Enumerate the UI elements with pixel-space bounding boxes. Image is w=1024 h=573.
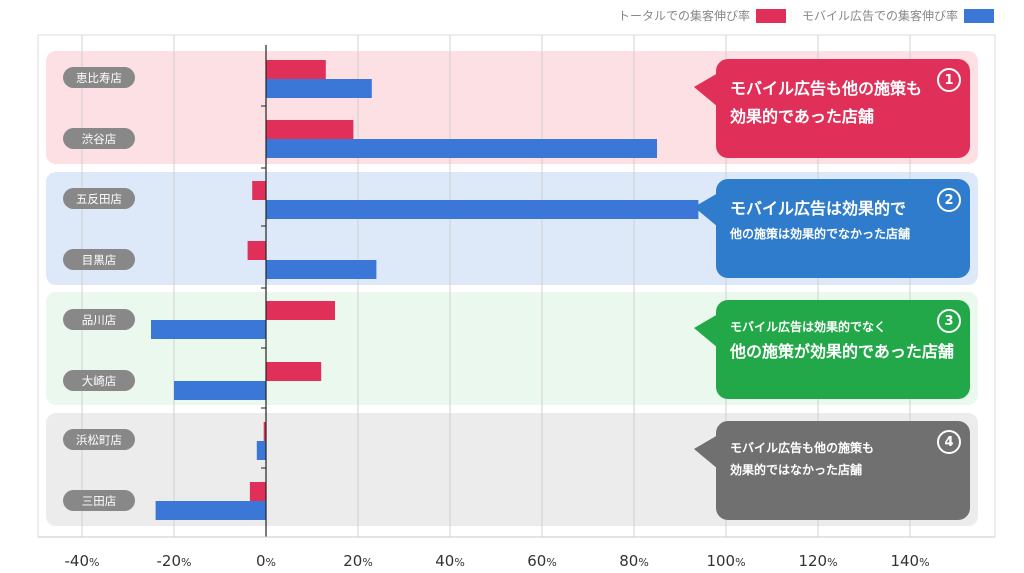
legend-total-label: トータルでの集客伸び率 bbox=[617, 9, 750, 23]
callout-4: 4 モバイル広告も他の施策も 効果的ではなかった店舗 bbox=[694, 421, 970, 520]
x-tick-label--40: -40% bbox=[65, 552, 100, 570]
store-label-ebisu: 恵比寿店 bbox=[63, 67, 135, 88]
x-tick-label-60: 60% bbox=[527, 552, 557, 570]
store-label-shibuya: 渋谷店 bbox=[63, 128, 135, 149]
x-tick-label--20: -20% bbox=[157, 552, 192, 570]
bar-mobile-8 bbox=[155, 501, 266, 520]
bar-total-2 bbox=[266, 120, 354, 139]
callout-2-number: 2 bbox=[937, 188, 961, 212]
bar-total-8 bbox=[249, 482, 266, 501]
callout-1-line1: モバイル広告も他の施策も bbox=[730, 79, 923, 98]
x-tick-label-80: 80% bbox=[619, 552, 649, 570]
store-label-mita: 三田店 bbox=[63, 490, 135, 511]
legend-mobile-label: モバイル広告での集客伸び率 bbox=[801, 9, 958, 23]
legend-total-swatch bbox=[755, 8, 786, 23]
bar-mobile-3 bbox=[266, 200, 699, 219]
callout-4-tail bbox=[694, 435, 718, 469]
callout-4-line2: 効果的ではなかった店舗 bbox=[730, 463, 863, 477]
callout-3-tail bbox=[694, 314, 718, 348]
bar-mobile-2 bbox=[266, 139, 657, 158]
bar-total-3 bbox=[252, 181, 266, 200]
bar-mobile-6 bbox=[174, 381, 266, 400]
x-tick-unit: % bbox=[89, 556, 99, 569]
bar-mobile-7 bbox=[256, 441, 266, 460]
x-tick-label-0: 0% bbox=[256, 552, 276, 570]
x-tick-label-120: 120% bbox=[798, 552, 837, 570]
x-tick-unit: % bbox=[827, 556, 837, 569]
bar-mobile-4 bbox=[266, 260, 377, 279]
callout-1-line2: 効果的であった店舗 bbox=[730, 107, 874, 126]
callout-3-line1: モバイル広告は効果的でなく bbox=[730, 320, 887, 334]
x-tick-label-100: 100% bbox=[706, 552, 745, 570]
bar-mobile-1 bbox=[266, 79, 372, 98]
callout-1-number: 1 bbox=[937, 68, 961, 92]
x-tick-unit: % bbox=[546, 556, 556, 569]
callout-1: 1 モバイル広告も他の施策も 効果的であった店舗 bbox=[694, 59, 970, 158]
store-label-hamamatsucho: 浜松町店 bbox=[63, 429, 135, 450]
callout-2: 2 モバイル広告は効果的で 他の施策は効果的でなかった店舗 bbox=[694, 179, 970, 278]
callout-1-tail bbox=[694, 73, 718, 107]
x-tick-label-140: 140% bbox=[890, 552, 929, 570]
bar-total-1 bbox=[266, 60, 326, 79]
x-tick-unit: % bbox=[735, 556, 745, 569]
store-label-gotanda: 五反田店 bbox=[63, 188, 135, 209]
callout-2-line1: モバイル広告は効果的で bbox=[730, 199, 907, 218]
callout-3-number: 3 bbox=[937, 309, 961, 333]
store-label-meguro: 目黒店 bbox=[63, 249, 135, 270]
bar-total-5 bbox=[266, 301, 335, 320]
x-tick-label-20: 20% bbox=[343, 552, 373, 570]
callout-4-line1: モバイル広告も他の施策も bbox=[730, 441, 875, 455]
x-tick-unit: % bbox=[266, 556, 276, 569]
callout-4-number: 4 bbox=[937, 430, 961, 454]
callout-2-tail bbox=[694, 193, 718, 227]
x-tick-unit: % bbox=[919, 556, 929, 569]
x-tick-label-40: 40% bbox=[435, 552, 465, 570]
callout-3-line2: 他の施策が効果的であった店舗 bbox=[730, 342, 954, 361]
legend: トータルでの集客伸び率 モバイル広告での集客伸び率 bbox=[618, 7, 994, 24]
x-tick-unit: % bbox=[362, 556, 372, 569]
bar-mobile-5 bbox=[151, 320, 266, 339]
callout-3: 3 モバイル広告は効果的でなく 他の施策が効果的であった店舗 bbox=[694, 300, 970, 399]
store-label-osaki: 大崎店 bbox=[63, 370, 135, 391]
legend-mobile-swatch bbox=[964, 8, 994, 23]
x-tick-unit: % bbox=[638, 556, 648, 569]
store-label-shinagawa: 品川店 bbox=[63, 309, 135, 330]
x-tick-unit: % bbox=[454, 556, 464, 569]
callout-2-line2: 他の施策は効果的でなかった店舗 bbox=[730, 227, 911, 241]
bar-total-4 bbox=[247, 241, 266, 260]
bar-total-7 bbox=[263, 422, 266, 441]
x-tick-unit: % bbox=[181, 556, 191, 569]
bar-total-6 bbox=[266, 362, 322, 381]
